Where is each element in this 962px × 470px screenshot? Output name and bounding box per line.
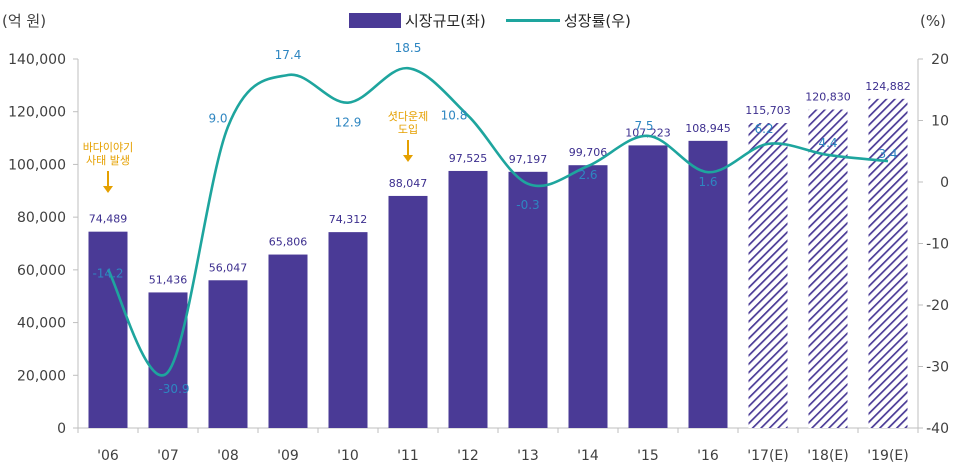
bar-value-label: 88,047	[389, 177, 428, 190]
right-axis-unit: (%)	[920, 12, 946, 30]
bar	[628, 145, 668, 428]
right-axis-tick-label: -30	[926, 360, 949, 376]
bar-value-label: 97,197	[509, 153, 548, 166]
legend-label-market-size: 시장규모(좌)	[405, 12, 486, 30]
bar-estimated	[868, 98, 908, 428]
right-axis-tick-label: -20	[926, 298, 949, 314]
legend-label-growth-rate: 성장률(우)	[564, 12, 631, 30]
bar	[88, 231, 128, 428]
bar-value-label: 107,223	[625, 126, 671, 139]
bar-value-label: 120,830	[805, 91, 851, 104]
growth-value-label: -0.3	[516, 198, 539, 212]
bar	[328, 232, 368, 428]
annotation-text: 셧다운제	[388, 110, 428, 123]
annotation-text: 바다이야기	[83, 141, 134, 154]
bar	[688, 140, 728, 428]
x-axis-tick-label: '08	[217, 448, 239, 464]
x-axis-tick-labels: '06 '07 '08 '09 '10 '11 '12 '13 '14 '15 '16 '17(E) '…	[97, 448, 909, 464]
bar-value-labels: 74,489 51,436 56,047 65,806 74,312 88,047 97,5…	[89, 80, 911, 287]
right-axis-tick-label: 10	[931, 114, 949, 130]
growth-rate-series	[106, 66, 889, 377]
left-axis-tick-label: 140,000	[8, 52, 66, 68]
x-axis-tick-label: '11	[397, 448, 419, 464]
left-axis-tick-label: 120,000	[8, 105, 66, 121]
x-axis-tick-label: '16	[697, 448, 719, 464]
annotation-arrow-head	[403, 155, 413, 162]
legend: 시장규모(좌) 성장률(우)	[349, 12, 631, 30]
bar-value-label: 108,945	[685, 122, 731, 135]
x-axis-tick-label: '19(E)	[867, 448, 908, 464]
annotation-text: 도입	[398, 123, 418, 136]
growth-value-label: 4.4	[818, 136, 837, 150]
growth-value-label: 1.6	[698, 175, 717, 189]
bar-value-label: 115,703	[745, 104, 791, 117]
bar	[208, 280, 248, 428]
bar-value-label: 51,436	[149, 273, 188, 286]
x-axis-tick-label: '07	[157, 448, 179, 464]
left-axis-unit: (억 원)	[2, 12, 46, 30]
growth-value-label: 12.9	[335, 116, 362, 130]
x-axis-tick-label: '13	[517, 448, 539, 464]
bar	[508, 171, 548, 429]
bar	[448, 170, 488, 428]
bar-estimated	[748, 123, 788, 428]
bar-estimated	[808, 109, 848, 428]
growth-value-label: 10.8	[441, 109, 468, 123]
left-axis-tick-label: 0	[57, 421, 66, 437]
left-axis-tick-label: 60,000	[17, 263, 66, 279]
bar-value-label: 99,706	[569, 146, 608, 159]
growth-value-label: 17.4	[275, 48, 302, 62]
bar-value-label: 97,525	[449, 152, 488, 165]
bar-value-label: 56,047	[209, 261, 248, 274]
bars	[88, 98, 908, 429]
right-axis-tick-label: 0	[940, 175, 949, 191]
growth-value-label: 7.5	[634, 119, 653, 133]
growth-value-labels: -14.2-30.99.017.412.918.510.8-0.32.67.51…	[92, 41, 897, 396]
x-axis-tick-label: '15	[637, 448, 659, 464]
right-axis-tick-label: -10	[926, 237, 949, 253]
x-axis-tick-label: '09	[277, 448, 299, 464]
left-axis-tick-label: 40,000	[17, 316, 66, 332]
right-axis-tick-label: -40	[926, 421, 949, 437]
growth-value-label: 6.2	[754, 122, 773, 136]
x-axis-tick-label: '12	[457, 448, 479, 464]
growth-rate-line	[106, 66, 889, 377]
legend-swatch-market-size	[349, 13, 401, 28]
growth-value-label: 18.5	[395, 41, 422, 55]
growth-value-label: -30.9	[158, 382, 189, 396]
growth-value-label: 9.0	[208, 112, 227, 126]
bar-value-label: 65,806	[269, 236, 308, 249]
right-axis-tick-label: 20	[931, 52, 949, 68]
growth-value-label: 3.4	[878, 147, 897, 161]
x-axis-tick-label: '14	[577, 448, 599, 464]
bar	[148, 292, 188, 428]
growth-value-label: -14.2	[92, 266, 123, 280]
left-axis-tick-label: 100,000	[8, 157, 66, 173]
annotation-text: 사태 발생	[86, 154, 130, 167]
x-axis-tick-label: '06	[97, 448, 119, 464]
annotation-arrow-head	[103, 186, 113, 193]
left-axis-tick-label: 80,000	[17, 210, 66, 226]
x-axis-tick-label: '10	[337, 448, 359, 464]
bar	[388, 195, 428, 428]
bar-value-label: 74,489	[89, 213, 128, 226]
left-axis-tick-label: 20,000	[17, 368, 66, 384]
x-axis-tick-label: '17(E)	[747, 448, 788, 464]
axes: 0 20,000 40,000 60,000 80,000 100,000 120,000 1…	[8, 52, 949, 437]
x-axis-tick-label: '18(E)	[807, 448, 848, 464]
bar-value-label: 74,312	[329, 213, 368, 226]
bar	[568, 165, 608, 428]
bar	[268, 254, 308, 428]
bar-value-label: 124,882	[865, 80, 911, 93]
growth-value-label: 2.6	[578, 168, 597, 182]
